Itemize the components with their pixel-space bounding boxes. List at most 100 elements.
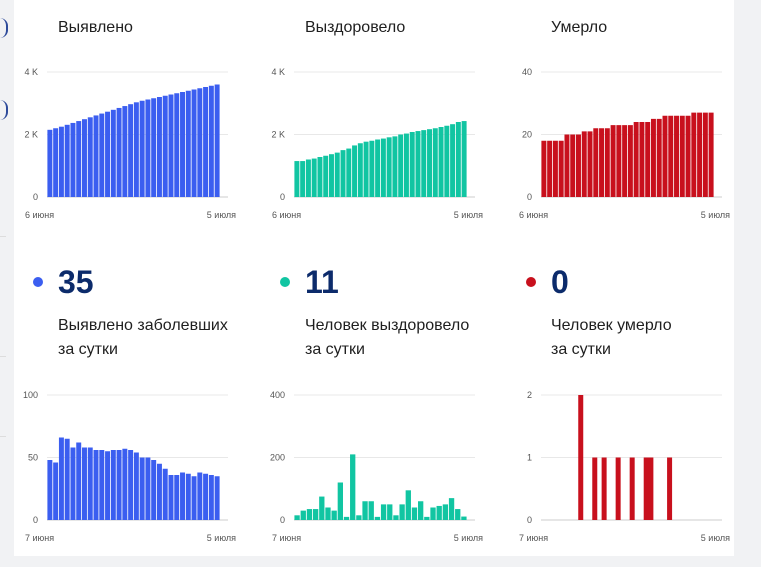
bar <box>70 447 76 520</box>
bar <box>581 131 587 197</box>
bar <box>648 457 654 520</box>
bar <box>331 510 337 520</box>
bar <box>305 159 311 197</box>
daily-died-value: 0 <box>551 264 569 300</box>
bar <box>323 155 329 197</box>
y-tick-label: 400 <box>270 390 285 400</box>
bar <box>162 468 168 520</box>
cum-recovered-title: Выздоровело <box>305 19 406 36</box>
detected-dot <box>33 277 43 287</box>
bar <box>421 130 427 197</box>
bar <box>708 112 714 197</box>
bar <box>300 161 306 197</box>
edge-marker <box>0 100 8 120</box>
bar <box>197 88 203 197</box>
bar <box>616 125 622 197</box>
bar <box>438 127 444 197</box>
bar <box>99 450 105 520</box>
bar <box>399 504 405 520</box>
y-tick-label: 4 K <box>24 67 38 77</box>
bar <box>76 121 82 197</box>
bar <box>564 134 570 197</box>
bar <box>214 84 220 197</box>
bar <box>214 476 220 520</box>
bar <box>541 140 547 197</box>
x-tick-label-end: 5 июля <box>207 533 236 543</box>
bar <box>116 107 122 197</box>
recovered-dot <box>280 277 290 287</box>
bar <box>685 115 691 197</box>
y-tick-label: 1 <box>527 453 532 463</box>
bar <box>592 457 598 520</box>
bar <box>380 138 386 197</box>
bar <box>697 112 703 197</box>
bar <box>679 115 685 197</box>
bar <box>645 122 651 197</box>
bar <box>392 136 398 197</box>
bar <box>99 113 105 197</box>
x-tick-label-end: 5 июля <box>454 533 483 543</box>
bar <box>185 473 191 520</box>
bar <box>180 472 185 520</box>
bar <box>174 475 180 520</box>
bar <box>128 104 134 197</box>
bar <box>398 134 404 197</box>
bar <box>411 507 418 520</box>
x-tick-label-start: 7 июня <box>25 533 54 543</box>
bar <box>334 152 340 197</box>
bar <box>455 509 461 520</box>
cum-detected-title: Выявлено <box>58 19 133 36</box>
bar <box>570 134 576 197</box>
bar <box>352 145 358 197</box>
bar <box>139 100 145 197</box>
bar <box>76 442 82 520</box>
y-tick-label: 0 <box>280 515 285 525</box>
y-tick-label: 100 <box>23 390 38 400</box>
bar <box>403 133 409 197</box>
bar <box>208 475 214 520</box>
bar <box>362 501 368 520</box>
bar <box>87 117 93 197</box>
bar <box>300 510 306 520</box>
bar <box>436 505 442 520</box>
bar <box>311 158 317 197</box>
bar <box>145 457 151 520</box>
bar <box>191 476 197 520</box>
bar <box>610 125 616 197</box>
bar <box>319 496 325 520</box>
bar <box>346 148 352 197</box>
bar <box>168 94 174 197</box>
bar <box>312 509 319 520</box>
daily-died-title-line2: за сутки <box>551 341 611 358</box>
bar <box>82 119 87 197</box>
bar <box>601 457 607 520</box>
x-tick-label-end: 5 июля <box>454 210 483 220</box>
cum-died-chart: 0 20 40 6 июня 5 июля <box>519 67 730 220</box>
bar <box>58 437 64 520</box>
bar <box>325 507 331 520</box>
bar <box>461 516 467 520</box>
bar <box>122 106 128 197</box>
bar <box>552 140 558 197</box>
edge-divider <box>0 436 6 437</box>
bar <box>180 92 185 197</box>
bar <box>450 124 456 197</box>
bar <box>208 85 214 197</box>
bar <box>387 504 393 520</box>
bar <box>650 118 656 197</box>
y-tick-label: 2 K <box>24 130 38 140</box>
bar <box>674 115 679 197</box>
bar <box>357 143 363 197</box>
bar <box>47 129 53 197</box>
y-tick-label: 20 <box>522 130 532 140</box>
edge-divider <box>0 236 6 237</box>
bar <box>340 150 346 197</box>
daily-recovered-chart: 0 200 400 7 июня 5 июля <box>270 390 483 543</box>
x-tick-label-start: 7 июня <box>272 533 301 543</box>
bar <box>162 95 168 197</box>
bar <box>547 140 553 197</box>
bar <box>409 132 415 197</box>
y-tick-label: 2 <box>527 390 532 400</box>
bar <box>667 457 673 520</box>
bar <box>461 121 467 197</box>
